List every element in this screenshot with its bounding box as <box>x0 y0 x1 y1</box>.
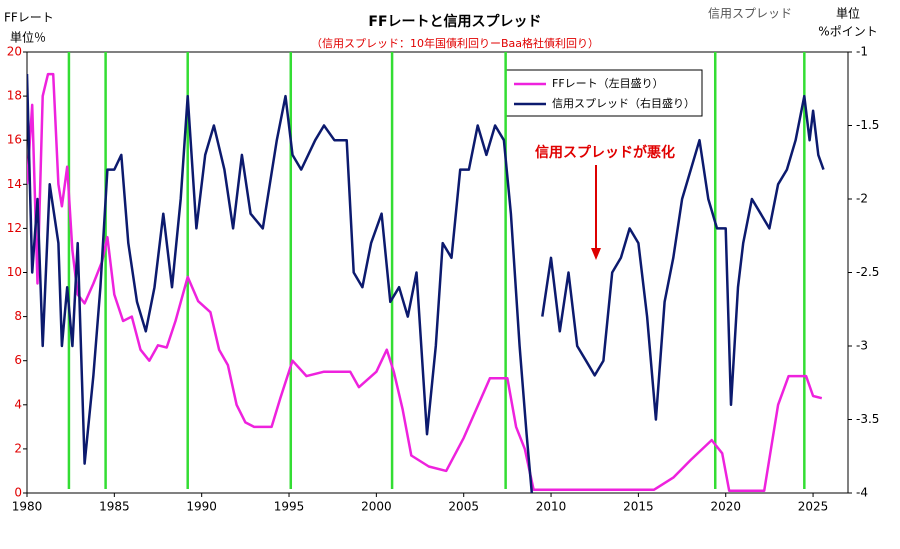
y2-tick-label: -1.5 <box>856 118 879 132</box>
legend-label: 信用スプレッド（右目盛り） <box>552 96 695 110</box>
legend-box <box>505 69 703 117</box>
legend: FFレート（左目盛り） 信用スプレッド（右目盛り） <box>505 69 703 117</box>
legend-label: FFレート（左目盛り） <box>552 76 664 90</box>
y-tick-label: 12 <box>7 221 22 235</box>
x-tick-label: 1985 <box>99 500 130 514</box>
y-tick-label: 6 <box>14 353 22 367</box>
y2-tick-label: -4 <box>856 486 868 500</box>
y-label: 単位％ <box>10 30 46 45</box>
y2-tick-label: -3 <box>856 339 868 353</box>
plot-frame <box>26 51 849 494</box>
y-tick-label: 4 <box>14 397 22 411</box>
x-tick-label: 2025 <box>798 500 829 514</box>
y-tick-label: 14 <box>7 177 22 191</box>
y-tick-label: 10 <box>7 265 22 279</box>
x-tick-label: 2020 <box>710 500 741 514</box>
y2-tick-label: -2.5 <box>856 265 879 279</box>
y-tick-label: 20 <box>7 45 22 59</box>
y2-tick-label: -2 <box>856 192 868 206</box>
chart-title: FFレートと信用スプレッド <box>368 13 541 30</box>
series-line <box>27 72 823 493</box>
x-tick-label: 1995 <box>274 500 305 514</box>
x-tick-label: 2010 <box>536 500 567 514</box>
plot-lines <box>27 52 825 493</box>
y-tick-label: 0 <box>14 486 22 500</box>
x-tick-label: 2015 <box>623 500 654 514</box>
annotation-arrowhead <box>591 248 601 260</box>
x-tick-label: 1990 <box>186 500 217 514</box>
y2-tick-label: -1 <box>856 45 868 59</box>
y2-note: 信用スプレッド <box>708 7 792 21</box>
x-tick-label: 1980 <box>12 500 43 514</box>
x-tick-label: 2005 <box>448 500 479 514</box>
y2-tick-label: -3.5 <box>856 412 879 426</box>
chart-subtitle: （信用スプレッド：10年国債利回りーBaa格社債利回り） <box>311 36 599 50</box>
y-label: FFレート <box>4 11 54 25</box>
y-tick-label: 8 <box>14 309 22 323</box>
y2-label: 単位 <box>836 6 860 21</box>
x-tick-label: 2000 <box>361 500 392 514</box>
annotation: 信用スプレッドが悪化 <box>535 144 675 161</box>
series-line <box>27 73 825 493</box>
y-tick-label: 18 <box>7 89 22 103</box>
y-tick-label: 16 <box>7 133 22 147</box>
y-tick-label: 2 <box>14 441 22 455</box>
y2-label: %ポイント <box>818 25 877 39</box>
